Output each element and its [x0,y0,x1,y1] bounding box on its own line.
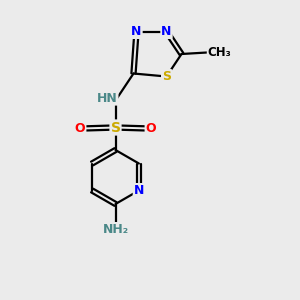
Text: N: N [161,25,172,38]
Text: CH₃: CH₃ [208,46,232,59]
Text: O: O [146,122,156,135]
Text: N: N [131,25,142,38]
Text: NH₂: NH₂ [102,223,129,236]
Text: N: N [134,184,144,197]
Text: HN: HN [97,92,118,105]
Text: S: S [162,70,171,83]
Text: O: O [75,122,86,135]
Text: S: S [110,121,121,134]
